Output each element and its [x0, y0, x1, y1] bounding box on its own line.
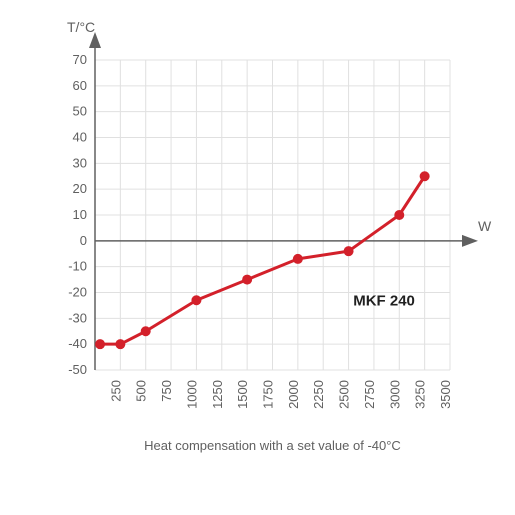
x-tick-label: 2500: [337, 380, 352, 409]
series-label: MKF 240: [353, 292, 415, 309]
y-tick-label: 70: [73, 52, 87, 67]
y-tick-label: -10: [68, 259, 87, 274]
x-tick-label: 1750: [261, 380, 276, 409]
y-tick-label: 10: [73, 207, 87, 222]
series-marker: [394, 210, 404, 220]
y-tick-label: 0: [80, 233, 87, 248]
series-marker: [191, 295, 201, 305]
y-tick-label: 30: [73, 155, 87, 170]
x-tick-label: 1500: [235, 380, 250, 409]
x-tick-label: 2000: [286, 380, 301, 409]
x-tick-label: 2750: [362, 380, 377, 409]
series-marker: [293, 254, 303, 264]
y-tick-label: 60: [73, 78, 87, 93]
series-marker: [242, 275, 252, 285]
x-tick-label: 2250: [311, 380, 326, 409]
series-marker: [95, 339, 105, 349]
x-tick-label: 500: [134, 380, 149, 402]
y-tick-label: -20: [68, 285, 87, 300]
x-tick-label: 1000: [184, 380, 199, 409]
y-tick-label: 40: [73, 130, 87, 145]
series-marker: [420, 171, 430, 181]
arrow-right-icon: [462, 235, 478, 247]
y-axis-title: T/°C: [67, 19, 95, 35]
y-tick-label: 50: [73, 104, 87, 119]
x-tick-label: 250: [108, 380, 123, 402]
y-tick-label: -30: [68, 310, 87, 325]
y-tick-label: 20: [73, 181, 87, 196]
series-marker: [141, 326, 151, 336]
series-marker: [115, 339, 125, 349]
series-line: [100, 176, 425, 344]
x-tick-label: 750: [159, 380, 174, 402]
chart-caption: Heat compensation with a set value of -4…: [144, 438, 401, 453]
x-tick-label: 3250: [413, 380, 428, 409]
y-tick-label: -50: [68, 362, 87, 377]
series-marker: [344, 246, 354, 256]
y-tick-label: -40: [68, 336, 87, 351]
x-tick-label: 3000: [387, 380, 402, 409]
chart-container: -50 -40 -30 -20 -10 0 10 20 30 40 50 60 70 250 500 750 1…: [0, 0, 515, 515]
x-axis-title: W: [478, 218, 492, 234]
x-tick-label: 3500: [438, 380, 453, 409]
x-tick-label: 1250: [210, 380, 225, 409]
